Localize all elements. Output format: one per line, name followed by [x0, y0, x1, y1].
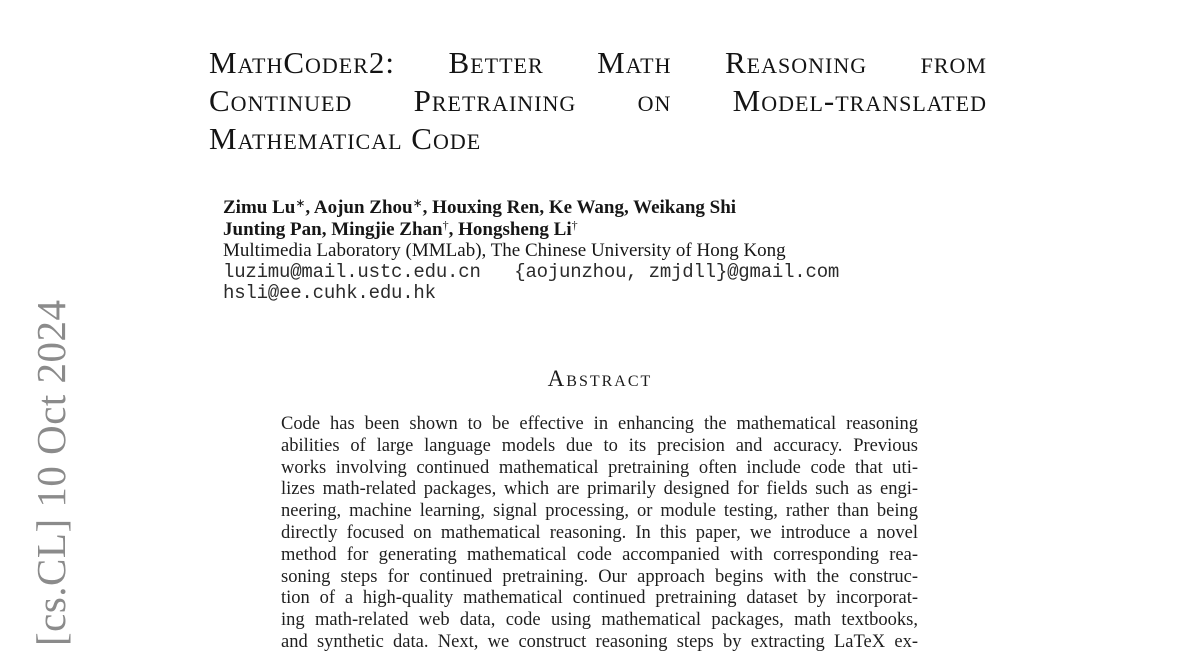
email-line-2: hsli@ee.cuhk.edu.hk: [223, 282, 436, 304]
author-line-2: Junting Pan, Mingjie Zhan†, Hongsheng Li…: [223, 219, 839, 241]
abstract-line: Code has been shown to be effective in e…: [281, 414, 918, 434]
abstract-line: directly focused on mathematical reasoni…: [281, 522, 918, 543]
author-names: , Hongsheng Li: [448, 218, 572, 240]
author-footnote-marker: †: [571, 217, 578, 232]
abstract-line: soning steps for continued pretraining. …: [281, 566, 918, 587]
title-line-1: MathCoder2: Better Math Reasoning from: [209, 45, 987, 80]
author-footnote-marker: ∗: [412, 196, 423, 210]
abstract-line: neering, machine learning, signal proces…: [281, 501, 918, 522]
abstract-line: lizes math-related packages, which are p…: [281, 479, 918, 500]
abstract-line: abilities of large language models due t…: [281, 435, 918, 456]
author-names: , Aojun Zhou: [305, 197, 413, 218]
abstract-line: tion of a high-quality mathematical cont…: [281, 588, 918, 609]
email-line-1: luzimu@mail.ustc.edu.cn {aojunzhou, zmjd…: [223, 260, 840, 283]
arxiv-stamp: [cs.CL] 10 Oct 2024: [28, 299, 74, 646]
abstract-text: Code has been shown to be effective in e…: [281, 414, 918, 654]
author-footnote-marker: †: [442, 217, 449, 232]
author-footnote-marker: ∗: [295, 196, 306, 210]
title-line-3: Mathematical Code: [209, 121, 482, 156]
author-block: Zimu Lu∗, Aojun Zhou∗, Houxing Ren, Ke W…: [223, 197, 839, 305]
abstract-heading: Abstract: [547, 366, 653, 391]
abstract-line: method for generating mathematical code …: [281, 544, 918, 565]
author-line-1: Zimu Lu∗, Aojun Zhou∗, Houxing Ren, Ke W…: [223, 197, 839, 219]
abstract-line: and synthetic data. Next, we construct r…: [281, 631, 918, 652]
abstract-line: ing math-related web data, code using ma…: [281, 610, 918, 631]
author-names: , Houxing Ren, Ke Wang, Weikang Shi: [422, 197, 737, 218]
abstract-line: works involving continued mathematical p…: [281, 457, 918, 478]
paper-title: MathCoder2: Better Math Reasoning from C…: [209, 44, 987, 158]
title-line-2: Continued Pretraining on Model-translate…: [209, 83, 987, 118]
affiliation: Multimedia Laboratory (MMLab), The Chine…: [223, 240, 786, 261]
author-names: Junting Pan, Mingjie Zhan: [223, 218, 443, 240]
author-names: Zimu Lu: [223, 197, 296, 218]
